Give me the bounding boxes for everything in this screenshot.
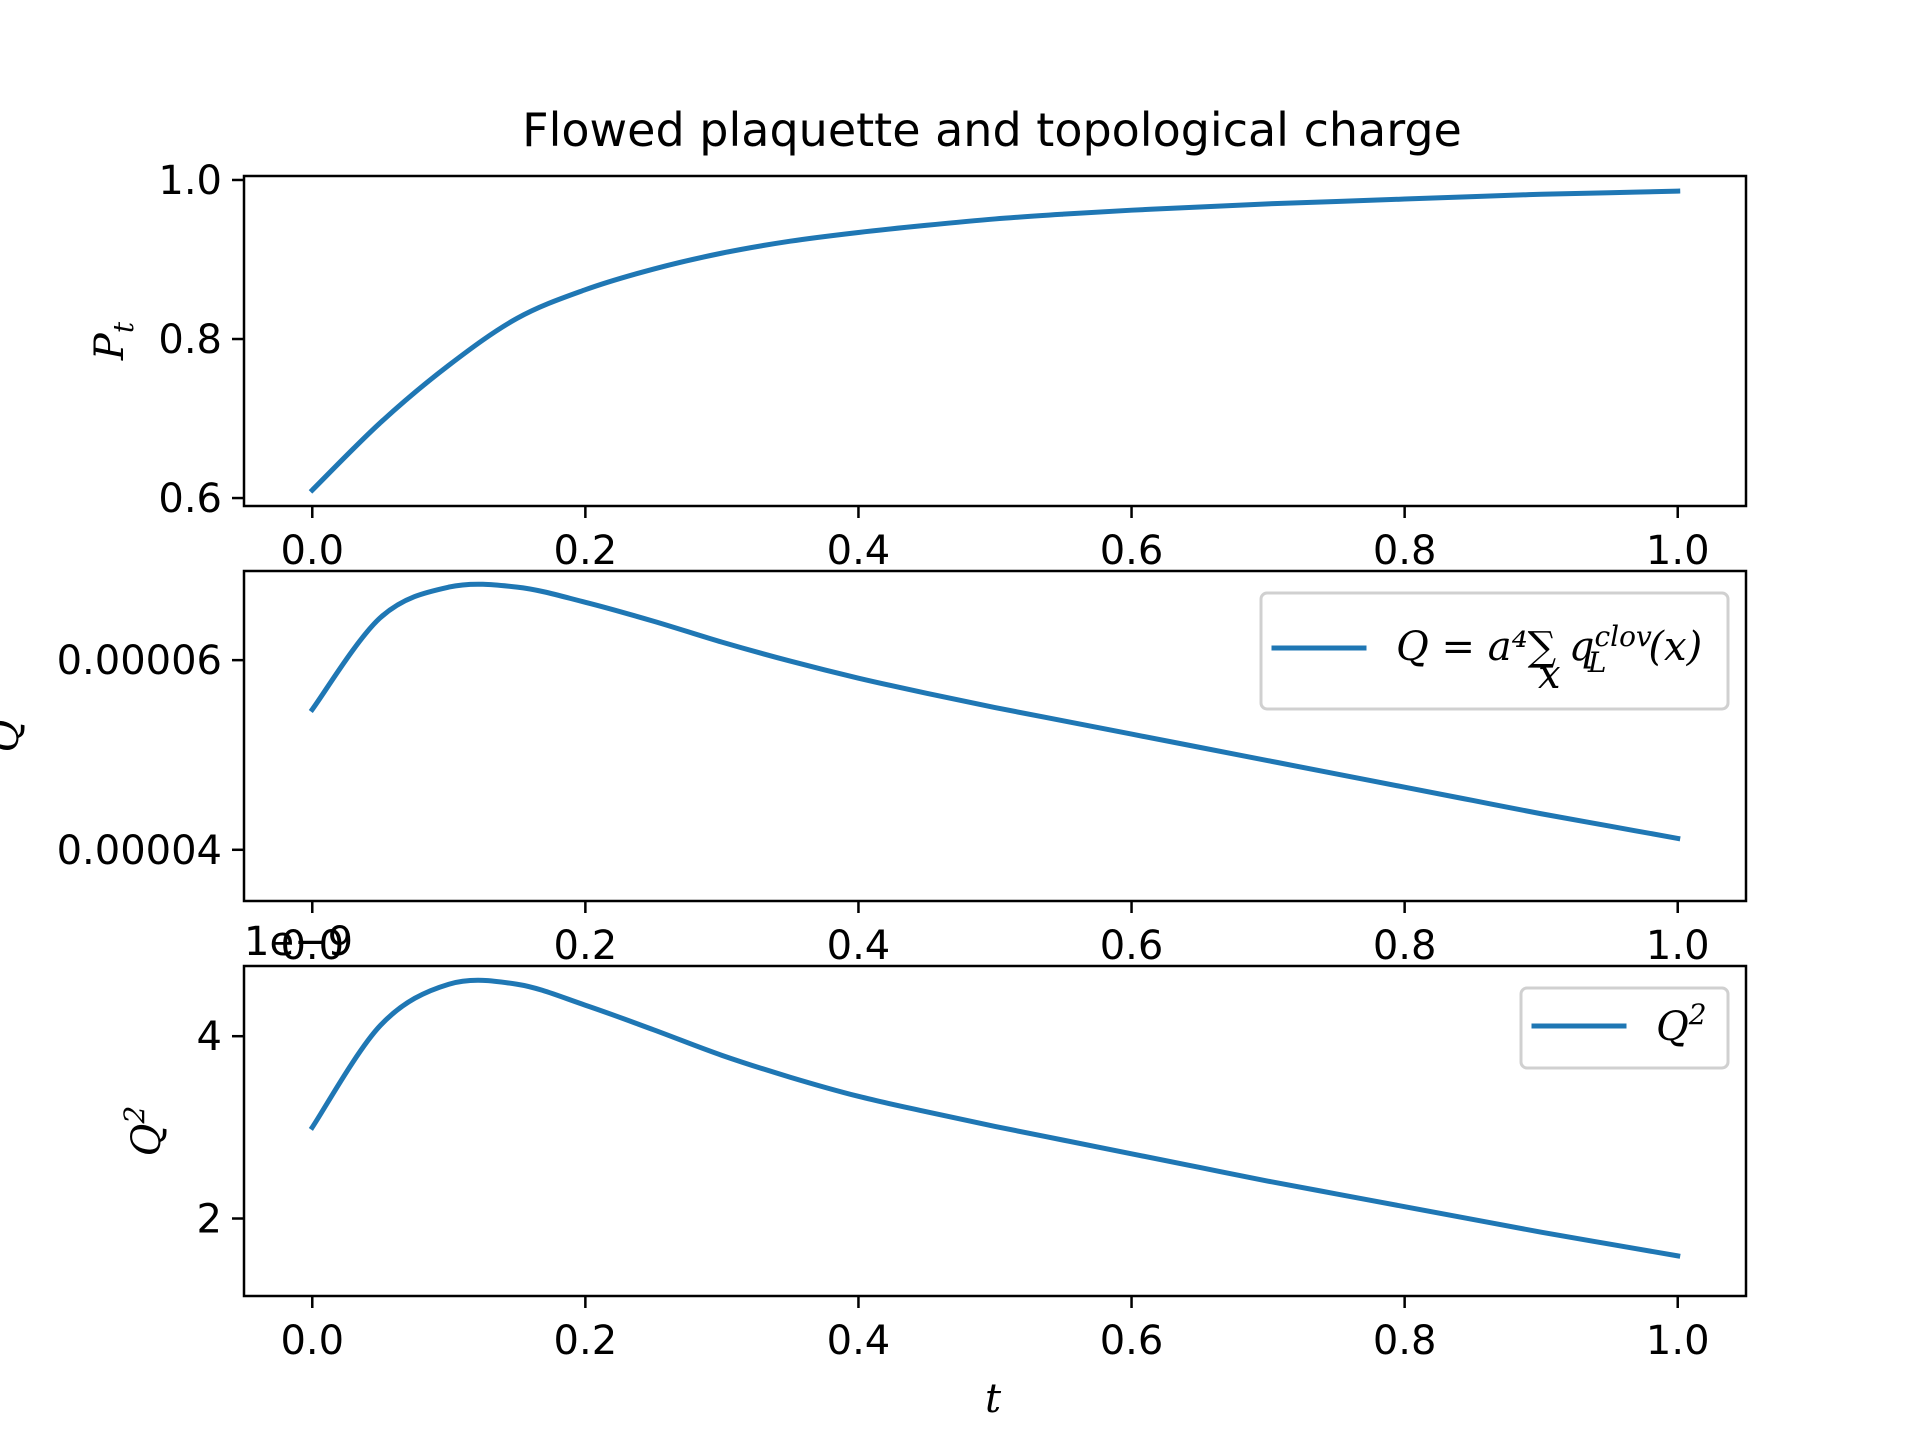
legend-charge-squared: Q2 [1519, 986, 1730, 1070]
x-tick-label-plaquette: 0.0 [280, 528, 344, 574]
axes-frame-plaquette [242, 174, 1748, 508]
x-tick-label-charge-squared: 0.6 [1100, 1318, 1164, 1364]
x-tick-label-charge: 0.0 [280, 923, 344, 969]
chart-title: Flowed plaquette and topological charge [522, 103, 1462, 157]
x-axis-label: t [985, 1376, 1002, 1422]
panel-charge-squared: 1e−9 Q2 Q2 t 0.0 0.2 0.4 0.6 0.8 1.0 2 4 [118, 919, 1748, 1422]
x-tick-label-charge-squared: 0.8 [1373, 1318, 1437, 1364]
x-tick-label-plaquette: 0.8 [1373, 528, 1437, 574]
axes-frame-charge [242, 569, 1748, 903]
x-tick-label-plaquette: 0.4 [827, 528, 891, 574]
x-tick-label-charge: 0.2 [554, 923, 618, 969]
series-line-plaquette [308, 188, 1681, 494]
x-tick-label-charge: 0.4 [827, 923, 891, 969]
x-tick-label-plaquette: 0.2 [554, 528, 618, 574]
series-line-charge-squared [308, 977, 1681, 1259]
y-axis-offset-text: 1e−9 [244, 919, 353, 965]
y-tick-label-plaquette: 0.8 [158, 317, 222, 363]
legend-box-charge [1259, 591, 1730, 711]
x-tick-label-charge-squared: 1.0 [1646, 1318, 1710, 1364]
legend-sum-index-charge: x [1538, 652, 1561, 698]
y-tick-label-charge-squared: 2 [197, 1197, 222, 1243]
y-tick-label-plaquette: 1.0 [158, 158, 222, 204]
x-tick-label-charge-squared: 0.0 [280, 1318, 344, 1364]
legend-charge: Q = a⁴∑ qclov L (x) x [1259, 591, 1730, 711]
y-tick-label-charge: 0.00004 [57, 828, 222, 874]
axes-frame-charge-squared [242, 964, 1748, 1298]
x-tick-label-plaquette: 1.0 [1646, 528, 1710, 574]
x-tick-label-charge: 1.0 [1646, 923, 1710, 969]
x-tick-label-charge-squared: 0.4 [827, 1318, 891, 1364]
y-axis-label-charge: Q [0, 720, 28, 753]
y-axis-label-plaquette: Pt [87, 321, 140, 361]
series-line-charge [308, 581, 1681, 842]
y-tick-label-charge-squared: 4 [197, 1014, 222, 1060]
x-tick-label-charge: 0.6 [1100, 923, 1164, 969]
x-tick-label-charge-squared: 0.2 [554, 1318, 618, 1364]
panel-plaquette: Pt 0.0 0.2 0.4 0.6 0.8 1.0 0.6 0.8 1.0 [87, 158, 1748, 574]
x-tick-label-plaquette: 0.6 [1100, 528, 1164, 574]
y-axis-label-charge-squared: Q2 [118, 1106, 170, 1157]
legend-label-charge: Q = a⁴∑ qclov L (x) [1396, 620, 1702, 679]
y-tick-label-charge: 0.00006 [57, 638, 222, 684]
legend-label-charge-squared: Q2 [1656, 998, 1707, 1050]
y-tick-label-plaquette: 0.6 [158, 476, 222, 522]
x-tick-label-charge: 0.8 [1373, 923, 1437, 969]
